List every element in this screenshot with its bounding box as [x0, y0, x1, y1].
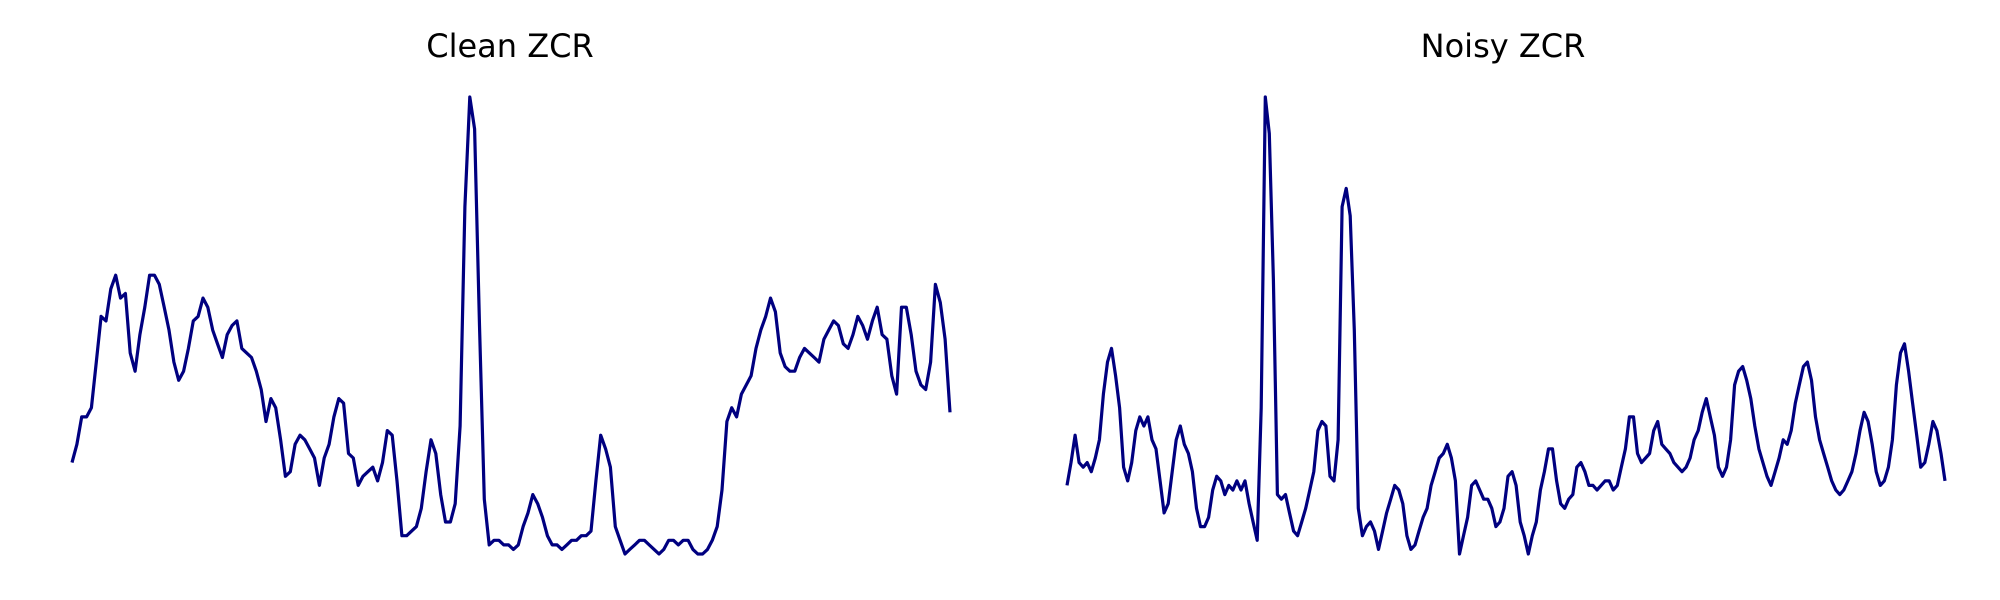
clean-zcr-line: [70, 95, 952, 556]
noisy-zcr-line: [1065, 95, 1947, 556]
noisy-zcr-title: Noisy ZCR: [1421, 27, 1586, 65]
clean-zcr-title: Clean ZCR: [426, 27, 593, 65]
noisy-zcr-panel: Noisy ZCR: [1065, 27, 1947, 556]
clean-zcr-panel: Clean ZCR: [70, 27, 952, 556]
